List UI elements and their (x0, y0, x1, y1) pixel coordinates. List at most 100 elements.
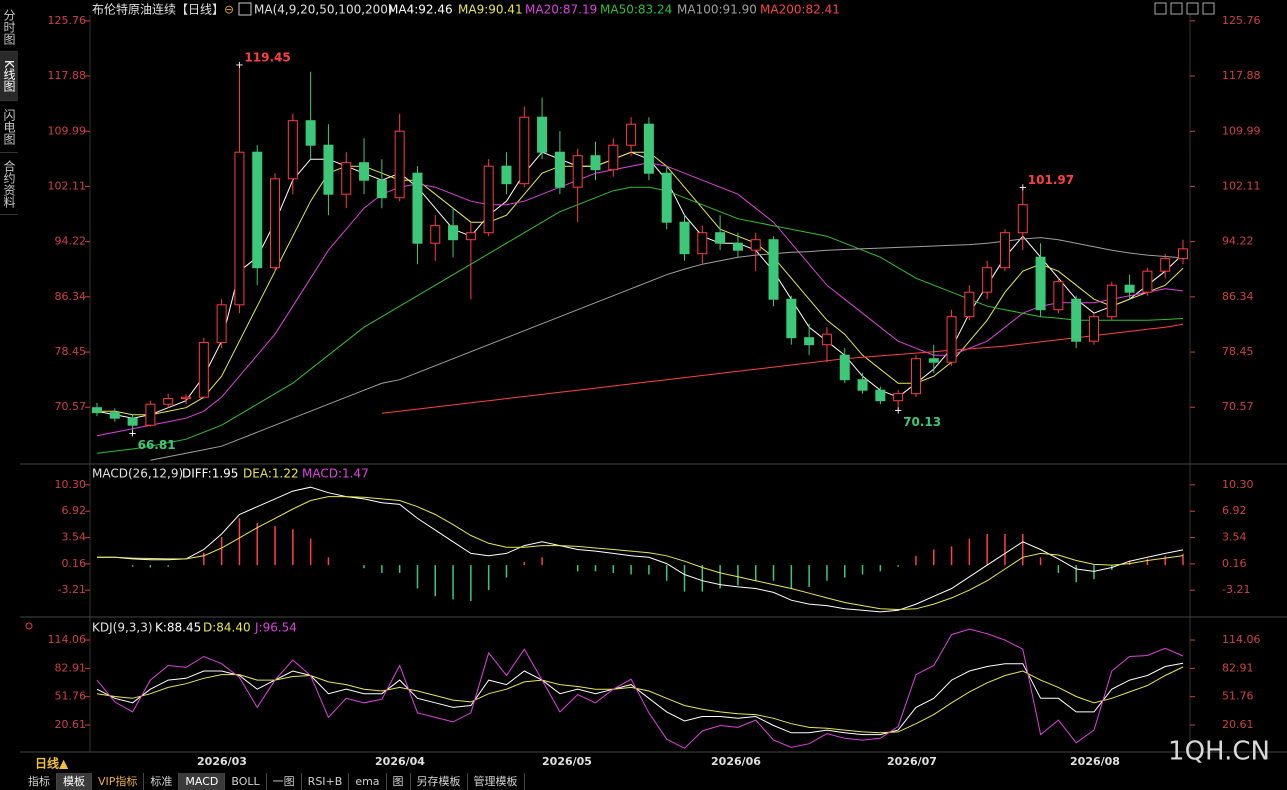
toolbar-tab[interactable]: 管理模板 (468, 773, 525, 790)
sidebar-tab[interactable]: 分时图 (0, 3, 18, 52)
settings-dot[interactable] (25, 622, 33, 630)
y-tick-label-left: 102.11 (48, 179, 87, 192)
y-tick-label-right: 10.30 (1222, 478, 1254, 491)
extreme-marker: + (894, 405, 902, 416)
x-axis-label: 2026/04 (375, 755, 425, 768)
icon[interactable] (1186, 2, 1199, 15)
candle-body (946, 316, 957, 363)
y-tick-label-right: 78.45 (1222, 345, 1254, 358)
y-tick-label-left: 82.91 (55, 661, 87, 674)
toolbar-tab[interactable]: 标准 (144, 773, 180, 790)
y-tick-label-right: -3.21 (1222, 583, 1250, 596)
y-tick-label-left: 6.92 (62, 504, 87, 517)
candle-body (928, 358, 939, 363)
legend-entry: D:84.40 (203, 621, 251, 635)
y-tick-label-right: 6.92 (1222, 504, 1247, 517)
candle-body (501, 165, 512, 185)
toolbar: 指标 模板 VIP指标 标准 MACD BOLL 一图 RSI+B ema 图另存模板 管理模板 (22, 773, 525, 790)
candle-body (697, 232, 708, 255)
legend-entry: MA100:91.90 (677, 3, 757, 17)
toggle-icon[interactable]: ⊖ (224, 3, 234, 17)
legend-entry: DEA:1.22 (243, 467, 299, 481)
candle-body (626, 123, 637, 146)
legend-entry: MA4:92.46 (388, 3, 453, 17)
watermark: 1QH.CN (1168, 737, 1270, 767)
y-tick-label-right: 117.88 (1222, 69, 1261, 82)
instrument-title: 布伦特原油连续【日线】 (92, 2, 224, 17)
y-tick-label-left: 51.76 (55, 690, 87, 703)
candle-body (982, 267, 993, 293)
ma-icon[interactable] (238, 2, 252, 16)
candle-body (768, 239, 779, 300)
toolbar-tab[interactable]: ema (349, 773, 387, 790)
y-tick-label-left: 20.61 (55, 718, 87, 731)
period-selector[interactable]: 日线▲ (35, 756, 69, 771)
toolbar-tab[interactable]: 一图 (267, 773, 302, 790)
candle-body (839, 354, 850, 381)
candle-body (1071, 298, 1082, 342)
candle-body (661, 172, 672, 223)
candle-body (1178, 248, 1188, 260)
candle-body (804, 337, 815, 346)
candle-body (857, 379, 868, 391)
window-icons (1154, 2, 1215, 15)
candle-body (590, 155, 601, 171)
x-axis-label: 2026/08 (1070, 755, 1120, 768)
candle-body (92, 407, 102, 414)
candle-body (1106, 284, 1117, 318)
icon[interactable] (1170, 2, 1183, 15)
extreme-label: 66.81 (138, 438, 176, 452)
y-tick-label-left: 114.06 (48, 633, 87, 646)
toolbar-tab[interactable]: MACD (179, 773, 226, 790)
macd-title: MACD(26,12,9) (92, 467, 183, 481)
x-axis-label: 2026/05 (542, 755, 592, 768)
candle-body (145, 403, 156, 426)
toolbar-tab[interactable]: 指标 (22, 773, 57, 790)
indicator-line (97, 496, 1184, 611)
candle-body (448, 225, 459, 241)
sidebar-tab[interactable]: 闪电图 (0, 102, 18, 153)
extreme-marker: + (235, 60, 243, 71)
toolbar-tab[interactable]: RSI+B (302, 773, 350, 790)
x-axis-label: 2026/07 (887, 755, 937, 768)
candle-body (216, 304, 227, 344)
legend-entry: K:88.45 (155, 621, 201, 635)
candle-body (323, 144, 334, 195)
candle-body (1053, 281, 1064, 311)
candle-body (1017, 204, 1028, 234)
icon[interactable] (1154, 2, 1167, 15)
extreme-label: 101.97 (1028, 173, 1074, 187)
y-tick-label-right: 82.91 (1222, 661, 1254, 674)
candle-body (910, 358, 921, 395)
candle-body (732, 242, 743, 251)
toolbar-tab[interactable]: 图 (387, 773, 411, 790)
candle-body (537, 116, 548, 153)
candle-body (287, 120, 298, 180)
ma-label: MA(4,9,20,50,100,200) (254, 3, 393, 17)
candle-body (786, 298, 797, 339)
candle-body (554, 151, 565, 188)
candle-body (305, 120, 316, 146)
candle-body (1035, 256, 1046, 311)
legend-entry: J:96.54 (254, 621, 297, 635)
sidebar-tab[interactable]: K线图 (0, 52, 18, 101)
legend-entry: MACD:1.47 (302, 467, 369, 481)
sidebar-tab[interactable]: 合约资料 (0, 154, 18, 215)
candle-body (430, 225, 441, 244)
candle-body (181, 396, 192, 400)
toolbar-tab[interactable]: 另存模板 (411, 773, 468, 790)
y-tick-label-left: 10.30 (55, 478, 87, 491)
indicator-line (97, 486, 1184, 613)
toolbar-tab[interactable]: 模板 (57, 773, 92, 790)
candle-body (359, 162, 370, 181)
toolbar-tab[interactable]: BOLL (225, 773, 267, 790)
candle-body (376, 179, 387, 199)
toolbar-tab[interactable]: VIP指标 (92, 773, 145, 790)
candle-body (127, 417, 138, 426)
candle-body (608, 144, 619, 171)
icon[interactable] (1202, 2, 1215, 15)
y-tick-label-left: 86.34 (55, 290, 87, 303)
candle-body (1088, 316, 1099, 342)
candle-body (163, 398, 174, 405)
y-tick-label-right: 86.34 (1222, 290, 1254, 303)
